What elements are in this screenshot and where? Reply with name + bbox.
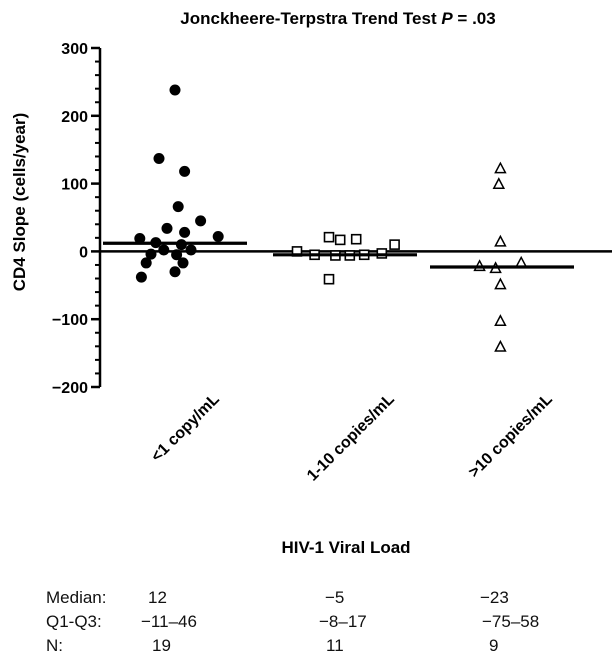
data-point-circle [171,249,183,261]
data-point-circle [134,233,146,245]
data-point-triangle [492,177,506,190]
chart-title: Jonckheere-Terpstra Trend Test P = .03 [180,9,495,28]
median-value: −23 [480,588,509,607]
data-points [134,84,528,352]
quartile-value: −8–17 [319,612,367,631]
y-axis: −200 −100 0 100 200 300 [52,41,102,397]
n-label: N: [46,636,63,655]
x-axis-label: HIV-1 Viral Load [281,538,410,557]
quartile-value: −75–58 [482,612,540,631]
data-point-circle [177,257,189,269]
data-point-circle [145,248,157,260]
data-point-circle [169,84,181,96]
data-point-triangle [494,339,507,352]
data-point-circle [195,215,207,227]
data-point-circle [179,165,191,177]
data-point-square [350,233,362,245]
data-point-circle [172,201,184,213]
x-category-label: >10 copies/mL [466,391,556,481]
data-point-circle [158,244,170,256]
x-category-label: <1 copy/mL [148,391,223,466]
data-point-circle [161,222,173,234]
data-point-triangle [494,161,507,174]
y-tick-label: −100 [52,312,88,329]
y-axis-label: CD4 Slope (cells/year) [10,113,29,292]
median-lines [103,241,574,269]
data-point-circle [140,257,152,269]
y-tick-label: 100 [61,177,88,194]
data-point-circle [169,266,181,278]
data-point-square [323,273,335,285]
data-point-circle [153,153,165,165]
x-category-label: 1-10 copies/mL [304,391,398,485]
data-point-circle [179,226,191,238]
y-tick-label: 200 [61,109,88,126]
data-point-circle [185,244,197,256]
n-value: 9 [489,636,499,655]
quartile-label: Q1-Q3: [46,612,102,631]
data-point-circle [135,271,147,283]
data-point-triangle [494,314,507,326]
y-tick-label: 300 [61,41,88,58]
data-point-triangle [494,277,507,290]
median-label: Median: [46,588,107,607]
y-tick-label: 0 [79,244,88,261]
median-value: −5 [325,588,345,607]
data-point-square [389,239,400,250]
data-point-circle [212,230,224,242]
scatter-chart: Jonckheere-Terpstra Trend Test P = .03 −… [10,9,612,557]
data-point-square [334,234,346,246]
data-point-square [323,231,335,243]
n-value: 19 [152,636,171,655]
median-value: 12 [148,588,167,607]
y-tick-label: −200 [52,380,88,397]
data-point-triangle [494,234,507,247]
x-category-labels: <1 copy/mL 1-10 copies/mL >10 copies/mL [148,391,556,485]
n-value: 11 [326,636,344,655]
quartile-value: −11–46 [141,612,197,631]
